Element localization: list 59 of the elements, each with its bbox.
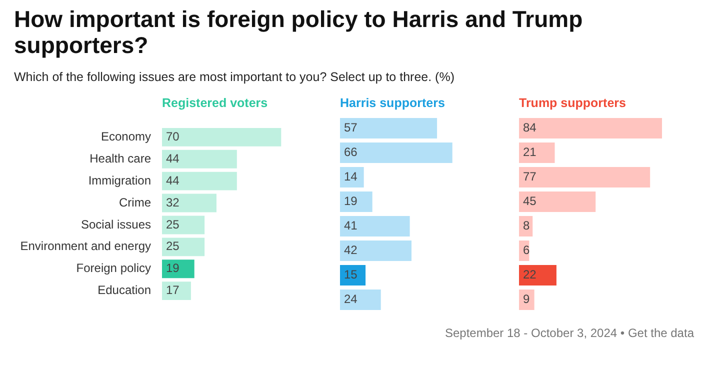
data-label: 44 [166,151,180,166]
data-label: 32 [166,195,180,210]
bar [519,142,555,164]
chart-title: How important is foreign policy to Harris and Trump supporters? [14,6,584,58]
bar [162,216,205,234]
bar [340,240,412,262]
bar [340,142,452,164]
data-label: 21 [523,145,537,160]
y-tick-label: Health care [90,151,152,166]
data-label: 25 [166,239,180,254]
data-label: 19 [344,194,358,208]
bar [162,282,191,300]
data-label: 15 [344,268,358,282]
data-label: 77 [523,170,537,184]
data-label: 6 [523,243,530,258]
bar [519,289,534,310]
y-tick-label: Foreign policy [76,261,151,276]
data-label: 17 [166,283,180,298]
y-tick-label: Economy [100,129,151,144]
data-label: 70 [166,129,180,144]
bar [162,238,205,256]
bar [162,172,237,190]
data-label: 25 [166,217,180,232]
y-tick-label: Social issues [80,217,151,232]
data-label: 44 [166,173,180,188]
bar [162,260,194,278]
data-label: 8 [523,218,530,233]
bar [519,264,556,286]
series-label: Registered voters [162,96,268,110]
data-label: 22 [523,268,537,282]
data-label: 41 [344,218,358,233]
y-tick-label: Environment and energy [20,239,151,254]
data-label: 19 [166,261,180,276]
bar [340,289,381,310]
text: September 18 - October 3, 2024 • Get the data [444,326,694,340]
data-label: 24 [344,292,358,306]
y-tick-label: Immigration [88,173,151,188]
data-label: 66 [344,145,358,160]
bar [340,191,372,212]
data-label: 14 [344,170,358,184]
data-label: 57 [344,120,358,135]
bar [340,118,438,139]
y-tick-label: Education [98,283,151,298]
bar [519,191,596,212]
series-label: Harris supporters [340,96,445,110]
y-tick-label: Crime [119,195,152,210]
bar [519,118,662,139]
series-label: Trump supporters [519,96,626,110]
bar [519,166,650,188]
data-label: 84 [523,120,537,135]
data-label: 42 [344,243,358,258]
bar [162,128,282,146]
data-label: 45 [523,194,537,208]
bar [340,166,364,188]
data-label: 9 [523,292,530,306]
bar [340,216,410,237]
bar [162,150,237,168]
bar [162,194,216,212]
chart-subtitle: Which of the following issues are most important to you? Select up to three. (%) [14,70,454,84]
